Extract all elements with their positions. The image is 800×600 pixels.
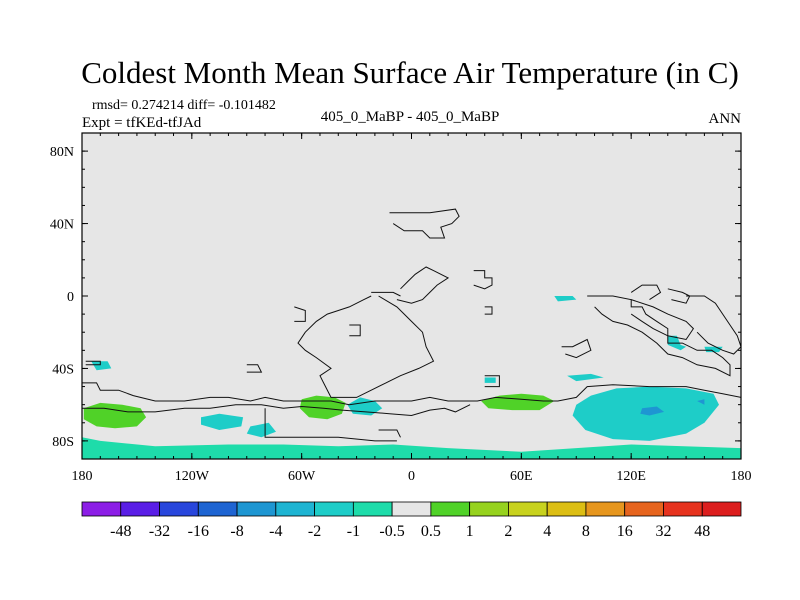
coastline [294, 306, 306, 322]
coastline [686, 295, 741, 355]
coastline [389, 208, 460, 239]
anomaly-region [484, 377, 496, 383]
coastline [630, 299, 695, 341]
colorbar-label: 32 [656, 523, 672, 540]
x-tick-label: 60W [288, 469, 316, 484]
colorbar-swatch [585, 501, 626, 517]
anomaly-region [554, 296, 577, 302]
colorbar-label: -4 [269, 523, 282, 540]
anomaly-core [697, 399, 705, 405]
coastline [396, 266, 450, 304]
y-tick-label: 80N [50, 145, 74, 160]
stats-text: rmsd= 0.274214 diff= -0.101482 [92, 98, 276, 113]
coastline [349, 324, 361, 337]
y-tick-label: 40N [50, 218, 74, 233]
coastline [378, 429, 401, 438]
coastline [297, 295, 435, 398]
coastline [246, 364, 263, 373]
colorbar-label: -1 [347, 523, 360, 540]
coastline [561, 338, 592, 359]
colorbar-swatch [81, 501, 122, 517]
x-tick-label: 180 [731, 469, 752, 484]
expt-text: Expt = tfKEd-tfJAd [82, 115, 202, 131]
colorbar-swatch [197, 501, 238, 517]
colorbar-swatch [430, 501, 471, 517]
anomaly-region [91, 361, 112, 371]
x-tick-label: 120E [616, 469, 646, 484]
colorbar-swatch [314, 501, 354, 517]
y-axis: 80N 40N 0 40S 80S [50, 132, 741, 460]
coastline [587, 295, 731, 377]
colorbar: -48 -32 -16 -8 -4 -2 -1 -0.5 0.5 1 2 4 8 16 32 48 [81, 501, 742, 540]
anomaly-core [640, 406, 665, 416]
colorbar-label: 4 [543, 523, 551, 540]
x-tick-label: 120W [175, 469, 210, 484]
anomaly-region [246, 422, 276, 438]
colorbar-label: 1 [466, 523, 474, 540]
colorbar-label: -8 [230, 523, 243, 540]
coastline [473, 270, 493, 290]
y-tick-label: 80S [52, 435, 74, 450]
x-axis: 180 120W 60W 0 60E 120E 180 [72, 133, 752, 484]
colorbar-label: -16 [188, 523, 209, 540]
x-tick-label: 0 [408, 469, 415, 484]
colorbar-label: -32 [149, 523, 170, 540]
coastline [264, 408, 397, 442]
coastline [85, 360, 101, 366]
x-tick-label: 60E [510, 469, 533, 484]
colorbar-label: 8 [582, 523, 590, 540]
coastline [82, 404, 471, 417]
coastline [630, 284, 662, 301]
colorbar-label: -2 [308, 523, 321, 540]
anomaly-region [83, 402, 147, 429]
coastline [484, 306, 493, 315]
y-tick-label: 40S [52, 362, 74, 377]
chart-title: Coldest Month Mean Surface Air Temperatu… [81, 55, 739, 90]
colorbar-swatch [159, 501, 199, 517]
colorbar-label: -0.5 [379, 523, 404, 540]
anomaly-region [201, 413, 244, 430]
colorbar-swatch [236, 501, 277, 517]
coastline [82, 382, 741, 406]
colorbar-swatch [352, 501, 393, 517]
y-tick-label: 0 [67, 290, 74, 305]
colorbar-swatch [624, 501, 664, 517]
colorbar-label: 0.5 [421, 523, 441, 540]
subtitle: 405_0_MaBP - 405_0_MaBP [321, 109, 500, 125]
colorbar-swatch [663, 501, 703, 517]
colorbar-swatch [508, 501, 548, 517]
colorbar-label: -48 [110, 523, 131, 540]
x-tick-label: 180 [72, 469, 93, 484]
colorbar-swatch [391, 501, 432, 517]
coastline [371, 291, 401, 297]
coastline [484, 375, 500, 388]
colorbar-swatch [275, 501, 315, 517]
anomaly-region [82, 437, 741, 459]
colorbar-swatch [120, 501, 160, 517]
colorbar-swatch [701, 501, 742, 517]
colorbar-swatch [546, 501, 587, 517]
season-label: ANN [709, 111, 742, 127]
anomaly-region [567, 373, 604, 382]
colorbar-label: 2 [504, 523, 512, 540]
colorbar-label: 16 [617, 523, 633, 540]
colorbar-label: 48 [694, 523, 710, 540]
colorbar-swatch [469, 501, 509, 517]
